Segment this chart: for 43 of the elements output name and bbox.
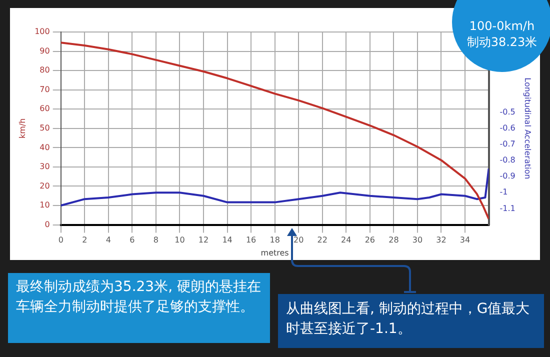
x-tick-label: 32 — [436, 236, 446, 245]
text: 从曲线图上看, 制动的过程中，G值最大时甚至接近了-1.1。 — [286, 300, 531, 339]
x-axis-title: metres — [260, 248, 289, 258]
x-tick-label: 24 — [341, 236, 352, 245]
x-tick-label: 26 — [364, 236, 376, 245]
y-tick-label: 30 — [40, 162, 50, 172]
x-tick-label: 2 — [82, 236, 88, 245]
x-tick-label: 8 — [153, 236, 159, 245]
x-tick-label: 20 — [294, 236, 304, 245]
y2-tick-label: -0.6 — [500, 123, 516, 132]
y-tick-label: 90 — [40, 46, 50, 56]
x-tick-label: 30 — [412, 236, 423, 245]
y-tick-label: 70 — [40, 84, 50, 94]
annotation: 100-0km/h 制动38.23米 — [466, 18, 538, 50]
x-tick-label: 10 — [174, 236, 185, 245]
x-tick-label: 12 — [198, 236, 209, 245]
x-tick-label: 16 — [246, 236, 256, 245]
y2-tick-label: -0.9 — [500, 172, 516, 181]
y-tick-label: 50 — [40, 123, 50, 132]
y-tick-label: 20 — [40, 181, 50, 190]
y2-tick-label: -1 — [500, 188, 508, 197]
x-tick-label: 14 — [222, 236, 232, 245]
y-tick-label: 100 — [34, 27, 50, 36]
y-axis-title: km/h — [18, 118, 27, 138]
y-tick-label: 40 — [40, 142, 50, 152]
y-tick-label: 60 — [40, 104, 50, 114]
y2-tick-label: -0.5 — [500, 107, 516, 116]
x-tick-label: 34 — [460, 236, 470, 245]
callout-circle: 100-0km/h 制动38.23米 — [452, 0, 550, 72]
y2-tick-label: -0.7 — [500, 140, 516, 149]
x-tick-label: 4 — [106, 236, 111, 245]
x-tick-label: 18 — [270, 236, 280, 245]
x-tick-label: 0 — [58, 236, 64, 245]
y-tick-label: 0 — [44, 220, 50, 229]
y2-axis-title: Longitudinal Acceleration — [523, 78, 532, 180]
y-tick-label: 80 — [40, 66, 50, 75]
y-tick-label: 10 — [40, 200, 50, 210]
x-tick-label: 22 — [317, 236, 328, 245]
y2-tick-label: -0.8 — [500, 156, 516, 165]
x-tick-label: 28 — [388, 236, 399, 245]
y2-tick-label: -1.1 — [500, 204, 516, 213]
x-tick-label: 6 — [130, 236, 135, 245]
text: 最终制动成绩为35.23米, 硬朗的悬挂在车辆全力制动时提供了足够的支撑性。 — [16, 278, 262, 317]
